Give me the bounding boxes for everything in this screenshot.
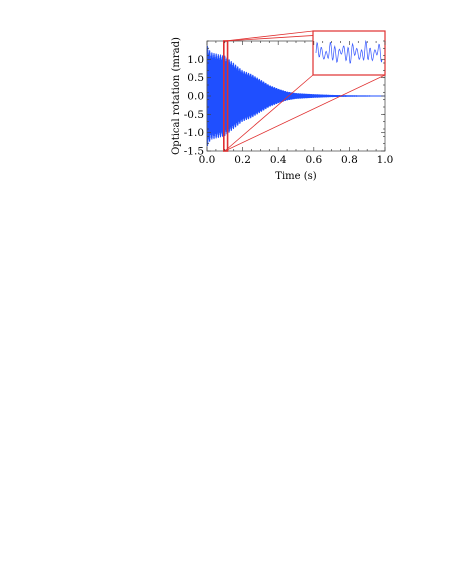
- y-axis-title: Optical rotation (mrad): [171, 37, 182, 155]
- x-tick-label: 0.6: [305, 154, 322, 166]
- signal-line: [206, 45, 386, 147]
- x-tick-label: 1.0: [377, 154, 394, 166]
- y-tick-label: -1.5: [184, 146, 204, 158]
- connector-top-left: [224, 30, 314, 42]
- connector-bottom-right: [224, 74, 386, 152]
- x-tick-label: 0.4: [270, 154, 287, 166]
- axis-ticks: [206, 40, 386, 152]
- y-tick-label: 0.5: [187, 72, 204, 84]
- x-axis-title: Time (s): [275, 171, 316, 182]
- y-tick-label: 1.0: [187, 54, 204, 66]
- x-tick-label: 0.8: [341, 154, 358, 166]
- signal-series: [206, 45, 386, 147]
- x-tick-label: 0.0: [199, 154, 216, 166]
- y-tick-label: -1.0: [184, 127, 204, 139]
- y-tick-label: 0.0: [187, 91, 204, 103]
- connector-bottom-left: [224, 74, 314, 152]
- y-tick-label: -0.5: [184, 109, 204, 121]
- x-tick-label: 0.2: [234, 154, 251, 166]
- inset-signal: [315, 39, 383, 64]
